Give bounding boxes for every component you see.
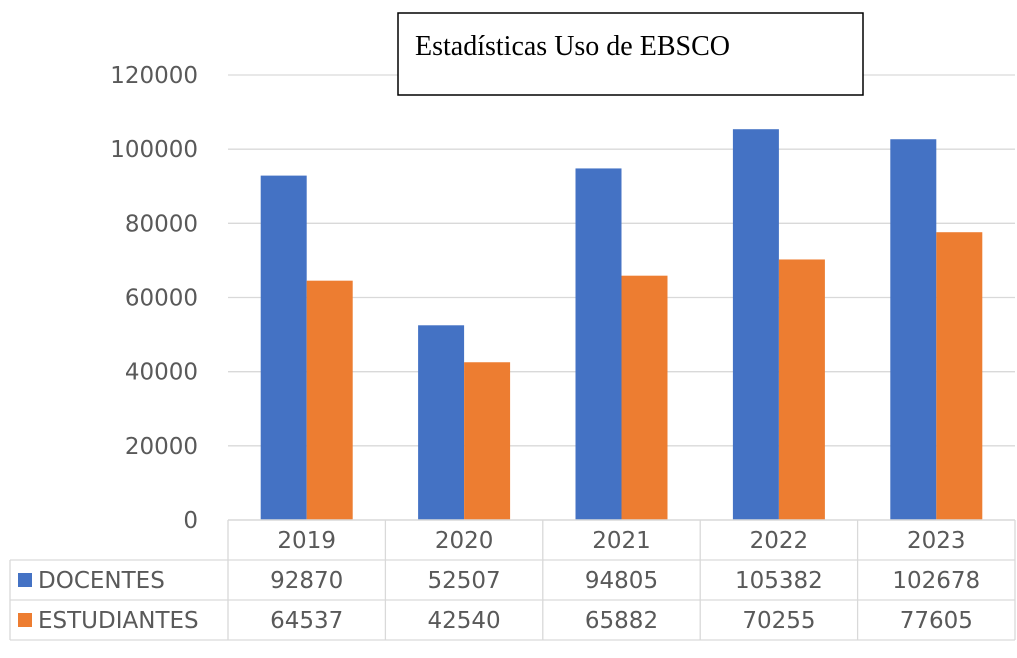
y-tick-label: 60000 [125,286,198,312]
category-label: 2020 [435,528,494,554]
bar [621,275,668,520]
data-value: 65882 [585,608,658,634]
data-value: 70255 [742,608,815,634]
series-label: DOCENTES [38,568,165,594]
data-value: 105382 [735,568,823,594]
bar [418,325,465,520]
y-tick-label: 40000 [125,360,198,386]
data-value: 102678 [892,568,980,594]
data-value: 64537 [270,608,343,634]
legend-key [18,613,32,627]
data-table: 2019 2020 2021 2022 2023 DOCENTES 92870 52507 94… [9,519,1016,641]
data-value: 77605 [900,608,973,634]
category-label: 2022 [750,528,809,554]
bar [936,232,983,521]
bar [575,168,622,520]
category-label: 2021 [592,528,651,554]
y-tick-label: 100000 [110,137,198,163]
bar [306,280,353,520]
data-value: 52507 [428,568,501,594]
bars [260,129,983,521]
y-tick-label: 0 [183,508,198,534]
chart-title-box: Estadísticas Uso de EBSCO [397,12,864,96]
data-value: 92870 [270,568,343,594]
category-label: 2023 [907,528,966,554]
y-axis-ticks: 0 20000 40000 60000 80000 100000 120000 [110,63,198,534]
category-label: 2019 [277,528,336,554]
y-tick-label: 120000 [110,63,198,89]
series-label: ESTUDIANTES [38,608,199,634]
y-tick-label: 80000 [125,211,198,237]
data-value: 42540 [428,608,501,634]
y-tick-label: 20000 [125,434,198,460]
chart-title: Estadísticas Uso de EBSCO [415,31,730,62]
bar [464,362,511,520]
bar [260,175,307,520]
bar [732,129,779,520]
data-value: 94805 [585,568,658,594]
legend-key [18,573,32,587]
title-box-border [397,12,864,96]
bar [890,139,937,520]
bar [778,259,825,520]
